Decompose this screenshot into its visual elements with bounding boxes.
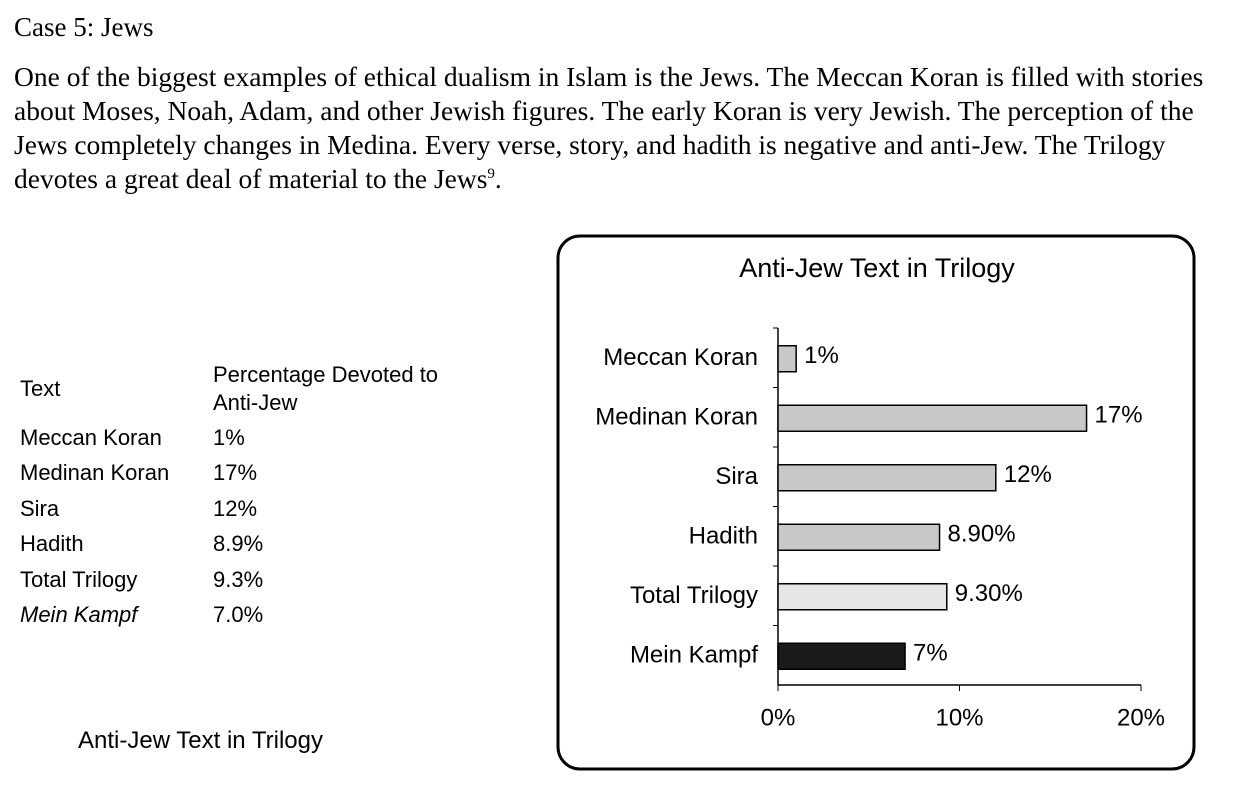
- x-tick-label: 10%: [935, 704, 983, 731]
- caption: Anti-Jew Text in Trilogy: [78, 727, 323, 754]
- category-label: Medinan Koran: [595, 404, 758, 431]
- table-cell: Medinan Koran: [20, 460, 170, 486]
- bar: [777, 464, 997, 492]
- table-cell: Total Trilogy: [20, 566, 138, 592]
- value-label: 17%: [1095, 402, 1143, 429]
- bar: [777, 523, 941, 551]
- bar: [777, 583, 948, 611]
- value-label: 7%: [913, 640, 948, 667]
- category-label: Total Trilogy: [630, 582, 758, 609]
- category-label: Meccan Koran: [603, 344, 758, 371]
- table-cell: 8.9%: [213, 531, 264, 557]
- table-cell: 17%: [213, 460, 258, 486]
- chart-frame: [556, 234, 1196, 771]
- heading: Case 5: Jews: [14, 12, 154, 42]
- paragraph-text: One of the biggest examples of ethical d…: [14, 61, 1204, 194]
- paragraph-end: .: [494, 163, 502, 194]
- category-label: Mein Kampf: [630, 642, 758, 669]
- header-cell: Percentage Devoted to Anti-Jew: [213, 362, 439, 415]
- value-label: 12%: [1004, 461, 1052, 488]
- table-cell: 7.0%: [213, 602, 264, 627]
- table-cell: Sira: [20, 495, 60, 521]
- table-cell: Meccan Koran: [20, 425, 162, 450]
- category-label: Sira: [715, 463, 758, 490]
- paragraph: One of the biggest examples of ethical d…: [14, 60, 1232, 196]
- table-cell: 1%: [213, 425, 245, 450]
- bar: [777, 642, 906, 670]
- value-label: 1%: [804, 342, 839, 369]
- x-tick-label: 20%: [1117, 704, 1165, 731]
- table-cell: 9.3%: [213, 566, 264, 592]
- footnote-ref: 9: [487, 166, 495, 182]
- category-label: Hadith: [689, 523, 758, 550]
- header-cell: Text: [20, 376, 61, 401]
- table-cell: Mein Kampf: [20, 602, 138, 627]
- chart-title: Anti-Jew Text in Trilogy: [739, 253, 1015, 283]
- value-label: 8.90%: [948, 521, 1016, 548]
- table-cell: 12%: [213, 495, 258, 521]
- x-tick-label: 0%: [761, 704, 796, 731]
- bar: [777, 404, 1088, 432]
- bar: [777, 345, 797, 373]
- table-cell: Hadith: [20, 531, 84, 557]
- value-label: 9.30%: [955, 580, 1023, 607]
